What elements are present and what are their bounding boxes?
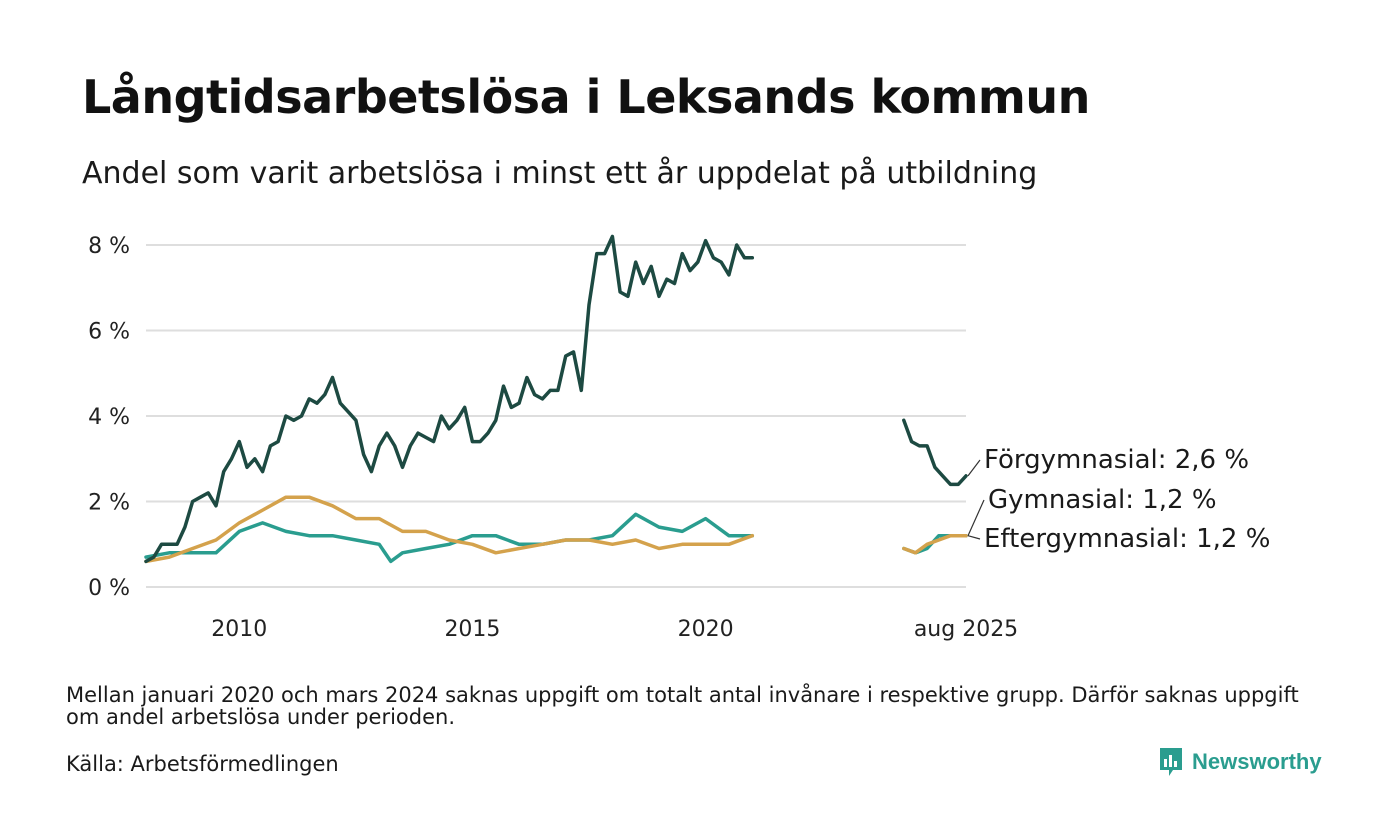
grid-lines (146, 244, 966, 588)
x-tick-label: 2020 (678, 617, 734, 642)
series-line-förgymnasial (144, 234, 755, 564)
end-label-connector (967, 499, 985, 536)
y-tick-label: 4 % (88, 405, 130, 430)
y-tick-label: 6 % (88, 320, 130, 345)
footnote: Mellan januari 2020 och mars 2024 saknas… (66, 683, 1299, 729)
chart-subtitle: Andel som varit arbetslösa i minst ett å… (82, 156, 1038, 191)
source-line: Källa: Arbetsförmedlingen (66, 752, 339, 776)
y-tick-label: 2 % (88, 491, 130, 516)
x-tick-label: aug 2025 (914, 617, 1018, 642)
series-end-labels: Förgymnasial: 2,6 % Gymnasial: 1,2 % Efter… (967, 445, 1270, 554)
x-tick-label: 2015 (444, 617, 500, 642)
y-tick-label: 0 % (88, 576, 130, 601)
newsworthy-logo: Newsworthy (1158, 746, 1322, 778)
chart-title: Långtidsarbetslösa i Leksands kommun (82, 70, 1090, 124)
series-end-label: Eftergymnasial: 1,2 % (984, 524, 1270, 554)
end-label-connector (967, 535, 981, 540)
brand-name: Newsworthy (1192, 749, 1322, 774)
series-line-gymnasial (144, 512, 755, 564)
x-axis-tick-labels: 2010 2015 2020 aug 2025 (211, 617, 1018, 642)
series-end-label: Gymnasial: 1,2 % (988, 485, 1217, 515)
bar-chart-logo-icon (1160, 748, 1182, 776)
series-lines (144, 234, 968, 564)
line-chart: 0 % 2 % 4 % 6 % 8 % 2010 2015 2020 aug 2025 För… (88, 234, 1270, 642)
series-line-eftergymnasial (902, 533, 968, 555)
x-tick-label: 2010 (211, 617, 267, 642)
y-axis-tick-labels: 0 % 2 % 4 % 6 % 8 % (88, 234, 130, 601)
series-line-förgymnasial (902, 418, 968, 487)
y-tick-label: 8 % (88, 234, 130, 259)
series-line-eftergymnasial (144, 495, 755, 564)
end-label-connector (967, 459, 981, 477)
series-end-label: Förgymnasial: 2,6 % (984, 445, 1249, 475)
